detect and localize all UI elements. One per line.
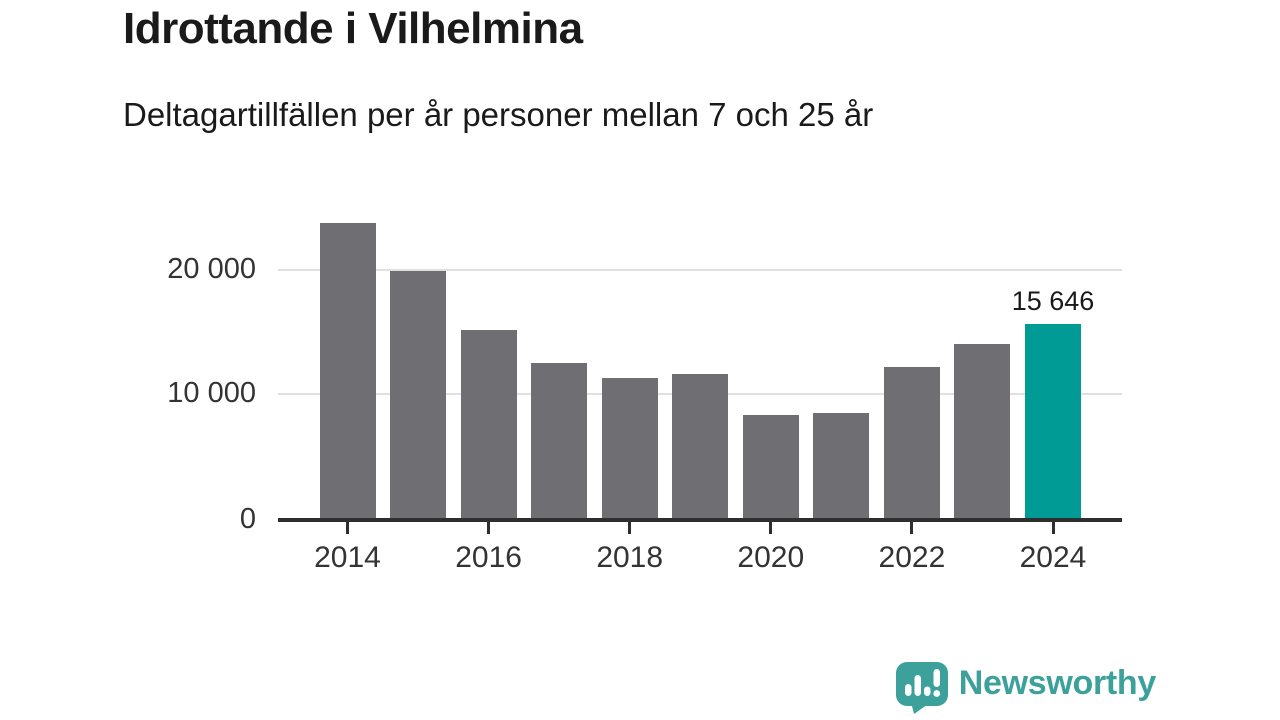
y-tick-label: 20 000 [167, 253, 256, 285]
bar-2014 [319, 222, 376, 518]
axis-tick-2024 [1051, 522, 1055, 534]
newsworthy-logo-icon [895, 662, 948, 714]
x-tick-label: 2016 [455, 541, 522, 574]
x-tick-label: 2020 [737, 541, 805, 574]
axis-tick-2022 [910, 522, 914, 534]
axis-tick-2020 [769, 522, 773, 534]
bar-2015 [390, 271, 447, 518]
y-tick-label: 10 000 [167, 377, 256, 409]
bar-2016 [460, 330, 517, 518]
x-axis-line [278, 518, 1122, 522]
axis-tick-2016 [487, 522, 491, 534]
x-tick-label: 2018 [596, 541, 664, 574]
brand-name: Newsworthy [958, 664, 1157, 702]
axis-tick-2014 [346, 522, 349, 534]
bar-2018 [601, 377, 658, 518]
bar-2017 [531, 363, 588, 518]
page-title: Idrottande i Vilhelmina [123, 4, 583, 53]
bar-value-label: 15 646 [1011, 285, 1095, 316]
gridline-20000 [278, 269, 1122, 271]
chart-subtitle: Deltagartillfällen per år personer mella… [123, 96, 874, 133]
bar-2019 [672, 373, 729, 518]
bar-2021 [813, 413, 870, 518]
axis-tick-2018 [628, 522, 632, 534]
x-tick-label: 2024 [1019, 541, 1087, 574]
bar-2020 [742, 415, 799, 518]
bar-2024 [1025, 323, 1081, 518]
x-tick-label: 2014 [314, 541, 381, 574]
bar-2022 [883, 367, 940, 518]
brand-footer: Newsworthy [895, 662, 1157, 714]
bar-2023 [954, 343, 1011, 518]
y-tick-label: 0 [239, 503, 256, 535]
x-tick-label: 2022 [878, 541, 946, 574]
